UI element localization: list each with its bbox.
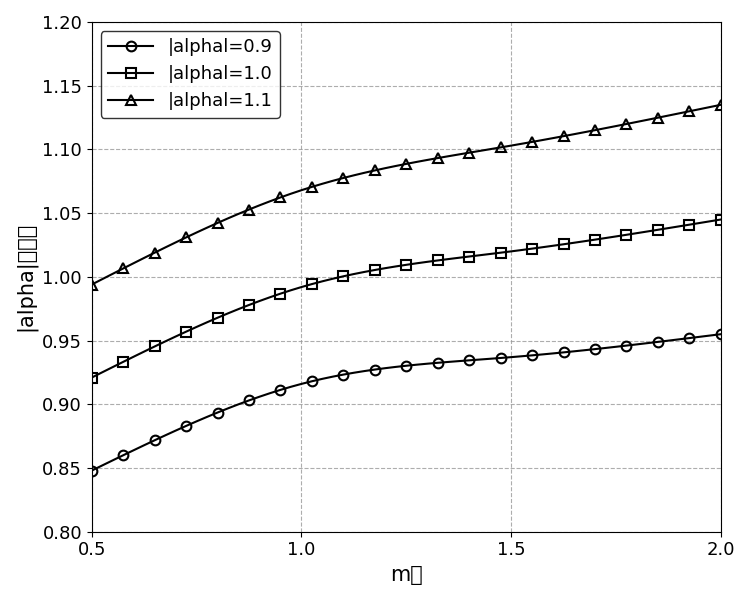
|alphal=0.9 — [465, 357, 474, 364]
Line: |alphal=1.1: |alphal=1.1 — [87, 100, 725, 289]
|alphal=1.1 — [716, 101, 725, 109]
|alphal=1.0 — [213, 314, 222, 322]
|alphal=0.9 — [234, 401, 243, 408]
|alphal=0.9 — [423, 360, 432, 367]
|alphal=0.9 — [308, 377, 316, 385]
|alphal=1.0 — [423, 258, 432, 265]
Legend: |alphal=0.9, |alphal=1.0, |alphal=1.1: |alphal=0.9, |alphal=1.0, |alphal=1.1 — [100, 31, 280, 118]
|alphal=0.9 — [87, 467, 96, 474]
|alphal=1.1 — [632, 118, 641, 125]
|alphal=1.0 — [87, 374, 96, 381]
Line: |alphal=1.0: |alphal=1.0 — [87, 215, 725, 382]
|alphal=1.0 — [465, 253, 474, 260]
|alphal=1.1 — [423, 157, 432, 164]
|alphal=1.0 — [234, 305, 243, 313]
|alphal=1.0 — [632, 230, 641, 237]
|alphal=0.9 — [632, 341, 641, 348]
|alphal=1.1 — [87, 281, 96, 288]
|alphal=0.9 — [716, 331, 725, 338]
|alphal=1.1 — [213, 220, 222, 227]
|alphal=1.1 — [234, 210, 243, 217]
|alphal=1.0 — [308, 280, 316, 287]
|alphal=1.0 — [716, 216, 725, 223]
X-axis label: m値: m値 — [390, 565, 423, 585]
|alphal=1.1 — [465, 149, 474, 156]
Line: |alphal=0.9: |alphal=0.9 — [87, 329, 725, 475]
Y-axis label: |alpha|估计値: |alpha|估计値 — [15, 222, 37, 331]
|alphal=1.1 — [308, 183, 316, 190]
|alphal=0.9 — [213, 409, 222, 416]
